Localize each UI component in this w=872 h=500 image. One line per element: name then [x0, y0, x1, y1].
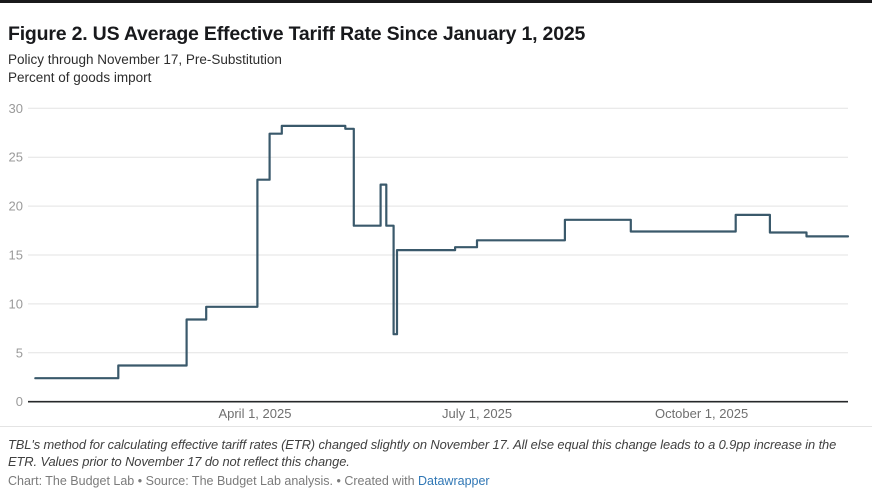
y-tick-label: 15 [9, 248, 23, 263]
x-tick-label: July 1, 2025 [442, 406, 512, 421]
credit-line: Chart: The Budget Lab • Source: The Budg… [8, 474, 490, 488]
y-tick-label: 0 [16, 394, 23, 409]
y-tick-label: 5 [16, 345, 23, 360]
chart-subtitle-policy: Policy through November 17, Pre-Substitu… [8, 52, 282, 67]
tariff-line-chart: 0 5 10 15 20 25 30 April 1, 2025 July 1, 2025 Oct… [9, 101, 850, 421]
x-tick-label: October 1, 2025 [655, 406, 748, 421]
credit-separator: • [336, 474, 341, 488]
top-border-rule [0, 0, 872, 3]
credit-chart: Chart: The Budget Lab [8, 474, 135, 488]
credit-separator: • [137, 474, 143, 488]
x-tick-label: April 1, 2025 [218, 406, 291, 421]
datawrapper-link[interactable]: Datawrapper [418, 474, 490, 488]
y-tick-label: 10 [9, 296, 23, 311]
footer-divider [0, 426, 872, 427]
credit-source: Source: The Budget Lab analysis. [145, 474, 333, 488]
y-tick-label: 25 [9, 150, 23, 165]
chart-subtitle-units: Percent of goods import [8, 70, 152, 85]
credit-created-with: Created with [344, 474, 415, 488]
chart-footnote: TBL's method for calculating effective t… [8, 437, 837, 469]
y-tick-label: 30 [9, 101, 23, 116]
y-tick-label: 20 [9, 199, 23, 214]
page-title: Figure 2. US Average Effective Tariff Ra… [8, 23, 586, 46]
data-line [34, 124, 850, 380]
